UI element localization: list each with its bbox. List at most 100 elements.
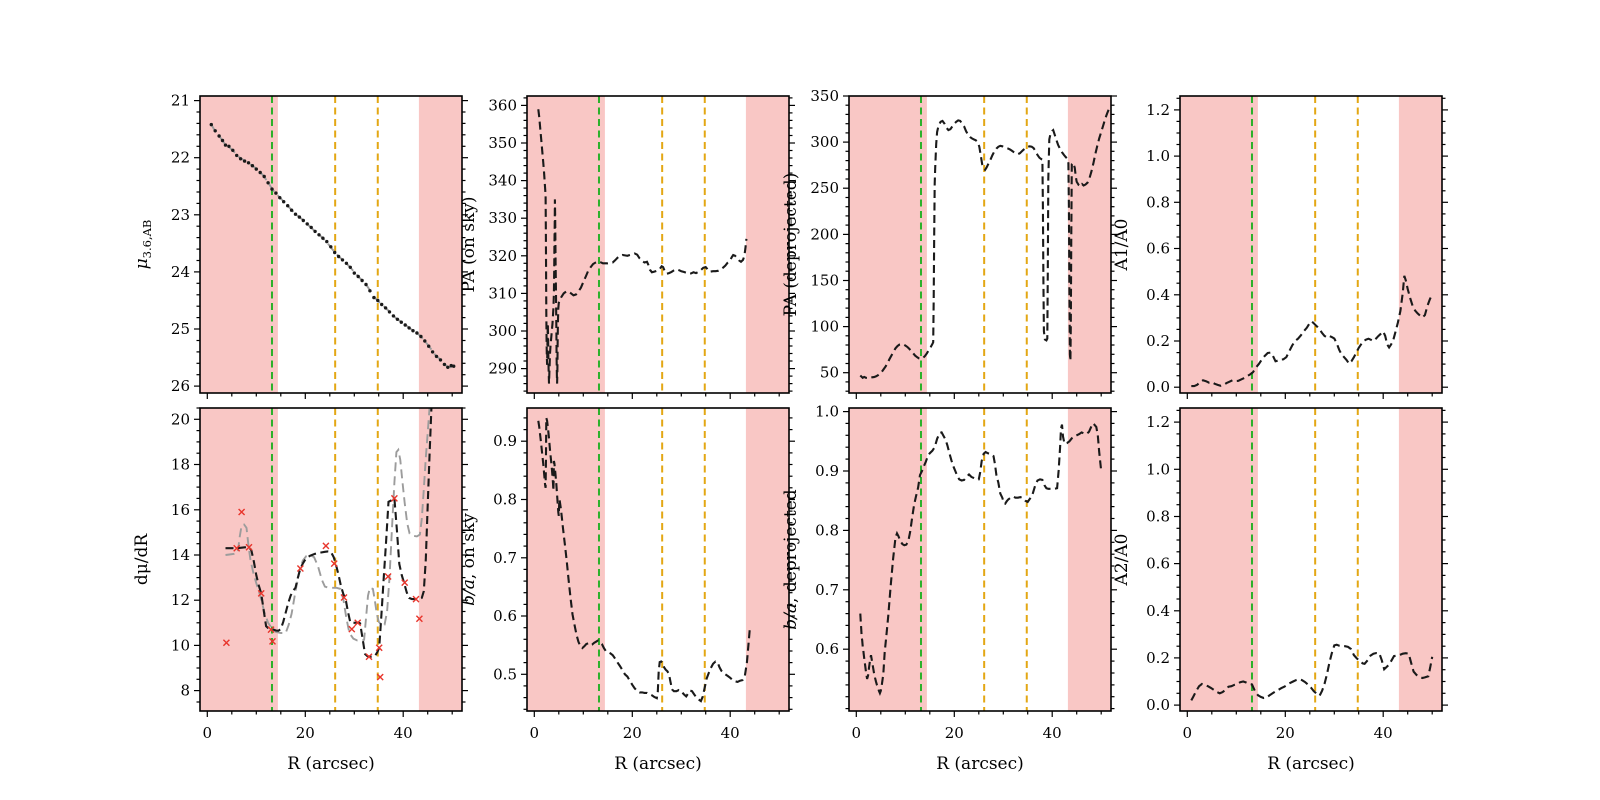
pa-on-sky-pa-profile (537, 109, 748, 384)
y-tick-label: 0.7 (493, 549, 517, 567)
axis-ticks (1174, 409, 1448, 717)
y-tick-label: 0.4 (1146, 602, 1170, 620)
y-tick-label: 50 (820, 364, 839, 382)
y-tick-label: 0.4 (1146, 286, 1170, 304)
y-tick-label: 100 (810, 318, 839, 336)
x-tick-label: 40 (1374, 724, 1393, 742)
axis-ticks (1174, 97, 1448, 399)
y-tick-label: 0.9 (815, 462, 839, 480)
a2-a0-x-axis-label: R (arcsec) (1267, 754, 1355, 774)
y-tick-label: 0.8 (493, 491, 517, 509)
masked-region-band (1180, 96, 1258, 393)
y-tick-label: 25 (171, 320, 190, 338)
y-tick-label: 250 (810, 179, 839, 197)
axis-ticks (194, 99, 468, 399)
masked-region-band (1067, 408, 1111, 711)
y-tick-label: 0.7 (815, 581, 839, 599)
y-tick-label: 10 (171, 636, 190, 654)
ba-on-sky-x-axis-label: R (arcsec) (614, 754, 702, 774)
y-tick-label: 0.8 (1146, 193, 1170, 211)
x-tick-label: 40 (1043, 724, 1062, 742)
x-tick-label: 0 (852, 724, 862, 742)
dmu-dr-gradient-samples (222, 494, 423, 681)
y-tick-label: 0.6 (815, 640, 839, 658)
masked-region-band (1398, 96, 1442, 393)
axis-ticks (521, 417, 795, 717)
y-tick-label: 350 (810, 87, 839, 105)
y-tick-label: 0.0 (1146, 378, 1170, 396)
y-tick-label: 350 (488, 134, 517, 152)
y-tick-label: 1.0 (1146, 147, 1170, 165)
panel-dmu-dr: 8 10 12 14 16 18 20 0 20 40 R (arcsec) dμ/dR (132, 407, 468, 774)
y-tick-label: 300 (810, 133, 839, 151)
y-tick-label: 1.2 (1146, 101, 1170, 119)
a1-a0-y-axis-label: A1/A0 (1112, 219, 1132, 272)
dmu-dr-x-axis-label: R (arcsec) (287, 754, 375, 774)
masked-region-band (1398, 408, 1442, 711)
y-tick-label: 14 (171, 546, 190, 564)
masked-region-band (1067, 96, 1111, 393)
panel-ba-on-sky: 0.5 0.6 0.7 0.8 0.9 0 20 40 R (arcsec) b/a, on sk… (459, 407, 795, 774)
y-tick-label: 0.8 (1146, 508, 1170, 526)
axis-tick-labels: 8 10 12 14 16 18 20 0 20 40 R (arcsec) (171, 410, 413, 774)
x-tick-label: 0 (530, 724, 540, 742)
y-tick-label: 0.6 (493, 607, 517, 625)
axes-spines (199, 407, 463, 712)
axes-spines (526, 95, 790, 394)
y-tick-label: 0.0 (1146, 696, 1170, 714)
y-tick-label: 23 (171, 206, 190, 224)
surface-brightness-measured-points (209, 122, 456, 369)
surface-brightness-y-axis-label: μ3.6,AB (132, 220, 154, 270)
masked-region-band (527, 408, 605, 711)
axis-tick-labels: 0.5 0.6 0.7 0.8 0.9 0 20 40 R (arcsec) (493, 432, 740, 774)
a2-a0-a2-profile (1190, 643, 1434, 701)
y-tick-label: 8 (180, 682, 190, 700)
axis-ticks (194, 407, 468, 717)
pa-deprojected-y-axis-label: PA (deprojected) (781, 173, 801, 317)
y-tick-label: 0.6 (1146, 555, 1170, 573)
axes-spines (1179, 407, 1443, 712)
masked-region-band (849, 96, 927, 393)
x-tick-label: 0 (203, 724, 213, 742)
masked-region-band (1180, 408, 1258, 711)
dmu-dr-smooth-gradient (225, 408, 431, 642)
y-tick-label: 0.5 (493, 665, 517, 683)
dmu-dr-y-axis-label: dμ/dR (132, 533, 152, 586)
y-tick-label: 1.0 (815, 403, 839, 421)
axis-tick-labels: 50 100 150 200 250 300 350 (810, 87, 839, 382)
axis-tick-labels: 21 22 23 24 25 26 (171, 92, 190, 396)
panel-surface-brightness: 21 22 23 24 25 26 μ3.6,AB (132, 92, 468, 399)
y-tick-label: 360 (488, 96, 517, 114)
x-tick-label: 20 (623, 724, 642, 742)
y-tick-label: 1.2 (1146, 413, 1170, 431)
y-tick-label: 0.6 (1146, 240, 1170, 258)
dmu-dr-gradient-profile (225, 408, 433, 658)
x-tick-label: 40 (394, 724, 413, 742)
a2-a0-y-axis-label: A2/A0 (1112, 534, 1132, 587)
axis-tick-labels: 290 300 310 320 330 340 350 360 (488, 96, 517, 377)
masked-region-band (200, 96, 278, 393)
pa-on-sky-y-axis-label: PA (on sky) (459, 196, 479, 292)
masked-region-band (849, 408, 927, 711)
x-tick-label: 0 (1183, 724, 1193, 742)
y-tick-label: 200 (810, 225, 839, 243)
axis-tick-labels: 0.0 0.2 0.4 0.6 0.8 1.0 1.2 0 20 40 R (arcsec) (1146, 413, 1393, 774)
y-tick-label: 1.0 (1146, 460, 1170, 478)
panel-ba-deprojected: 0.6 0.7 0.8 0.9 1.0 0 20 40 R (arcsec) b/a, depro… (781, 403, 1117, 774)
masked-region-band (745, 96, 789, 393)
panel-a1-a0: 0.0 0.2 0.4 0.6 0.8 1.0 1.2 A1/A0 (1112, 95, 1448, 399)
panel-pa-deprojected: 50 100 150 200 250 300 350 PA (deprojected) (781, 87, 1117, 399)
masked-region-band (527, 96, 605, 393)
masked-region-band (745, 408, 789, 711)
y-tick-label: 320 (488, 247, 517, 265)
y-tick-label: 0.2 (1146, 332, 1170, 350)
x-tick-label: 40 (721, 724, 740, 742)
y-tick-label: 150 (810, 272, 839, 290)
y-tick-label: 16 (171, 501, 190, 519)
y-tick-label: 340 (488, 172, 517, 190)
y-tick-label: 22 (171, 149, 190, 167)
y-tick-label: 0.9 (493, 432, 517, 450)
axes-spines (848, 407, 1112, 712)
